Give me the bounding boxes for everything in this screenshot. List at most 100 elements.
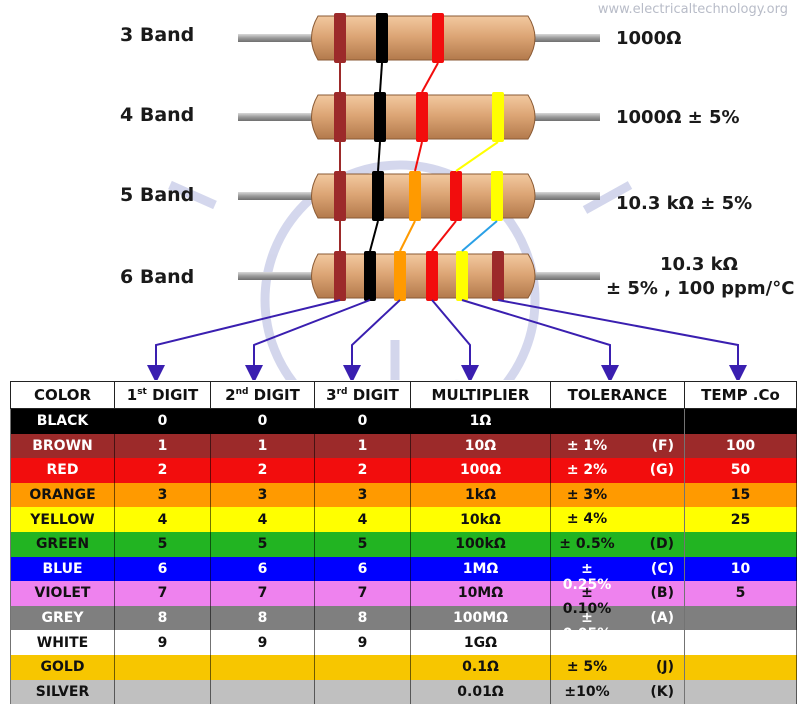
color-name-cell: GOLD	[10, 654, 115, 680]
multiplier-cell: 1Ω	[410, 408, 551, 434]
tolerance-letter-code: (B)	[650, 585, 674, 602]
digit3-cell: 0	[314, 408, 411, 434]
site-watermark: www.electricaltechnology.org	[597, 2, 788, 17]
multiplier-cell: 1MΩ	[410, 556, 551, 582]
resistor-illustration	[147, 13, 747, 380]
resistor-band-orange	[409, 171, 421, 221]
band-arrow	[497, 299, 747, 380]
band-connector-line	[369, 220, 379, 252]
value-label-3-band: 1000Ω	[616, 28, 682, 49]
tolerance-cell: ± 4%	[550, 507, 685, 532]
resistor-band-yellow	[456, 251, 468, 301]
digit2-cell: 6	[210, 556, 315, 582]
digit1-cell: 6	[114, 556, 211, 582]
temp-coefficient-cell: 5	[684, 581, 797, 606]
resistor-band-brown	[492, 251, 504, 301]
temp-coefficient-cell: 25	[684, 507, 797, 532]
tolerance-value: ± 0.5%	[559, 535, 615, 552]
resistor-band-yellow	[491, 171, 503, 221]
digit1-cell: 5	[114, 531, 211, 557]
color-name-cell: BLUE	[10, 556, 115, 582]
color-name-cell: VIOLET	[10, 581, 115, 606]
digit2-cell: 9	[210, 630, 315, 655]
tolerance-cell	[550, 630, 685, 655]
resistor-lead-right	[530, 272, 600, 280]
resistor-band-red	[432, 13, 444, 63]
multiplier-cell: 10kΩ	[410, 507, 551, 532]
band-label-6: 6 Band	[120, 266, 195, 288]
multiplier-cell: 0.01Ω	[410, 679, 551, 705]
temp-coefficient-cell	[684, 630, 797, 655]
tolerance-letter-code: (C)	[650, 560, 674, 577]
resistor-band-black	[364, 251, 376, 301]
band-connector-line	[399, 220, 416, 252]
resistor-band-brown	[334, 13, 346, 63]
table-row: BLUE 6 6 6 1MΩ ± 0.25% (C) 10	[10, 556, 797, 593]
band-connector-line	[431, 220, 457, 252]
digit3-cell: 2	[314, 458, 411, 483]
tolerance-cell: ± 0.5% (D)	[550, 531, 685, 557]
color-name-cell: YELLOW	[10, 507, 115, 532]
band-connector-line	[379, 62, 383, 93]
header-temp-coefficient: TEMP .Co	[684, 381, 797, 409]
table-row: RED 2 2 2 100Ω ± 2% (G) 50	[10, 458, 797, 483]
resistor-lead-left	[238, 113, 320, 121]
tolerance-letter-code: (D)	[649, 535, 674, 552]
band-connector-line	[421, 62, 439, 93]
header-tolerance: TOLERANCE	[550, 381, 685, 409]
tolerance-letter-code: (A)	[650, 609, 674, 626]
resistor-lead-left	[238, 272, 320, 280]
digit1-cell: 2	[114, 458, 211, 483]
digit3-cell: 9	[314, 630, 411, 655]
resistor-lead-right	[530, 113, 600, 121]
temp-coefficient-cell	[684, 605, 797, 631]
tolerance-value: ± 3%	[566, 486, 608, 503]
digit3-cell: 7	[314, 581, 411, 606]
resistor-band-orange	[394, 251, 406, 301]
digit1-cell: 1	[114, 433, 211, 459]
band-arrow	[461, 299, 619, 380]
table-row: WHITE 9 9 9 1GΩ	[10, 630, 797, 655]
digit3-cell	[314, 679, 411, 705]
temp-coefficient-cell: 10	[684, 556, 797, 582]
table-row: GREEN 5 5 5 100kΩ ± 0.5% (D)	[10, 531, 797, 557]
digit3-cell: 4	[314, 507, 411, 532]
table-row: GREY 8 8 8 100MΩ ± 0.05% (A)	[10, 605, 797, 642]
band-connector-line	[455, 141, 499, 172]
table-row: BROWN 1 1 1 10Ω ± 1% (F) 100	[10, 433, 797, 459]
tolerance-letter-code: (K)	[650, 683, 674, 700]
digit2-cell: 2	[210, 458, 315, 483]
band-connector-line	[461, 220, 498, 252]
multiplier-cell: 1GΩ	[410, 630, 551, 655]
color-name-cell: BLACK	[10, 408, 115, 434]
digit2-cell: 8	[210, 605, 315, 631]
digit1-cell: 4	[114, 507, 211, 532]
table-row: GOLD 0.1Ω ± 5% (J)	[10, 654, 797, 680]
tolerance-cell: ± 5% (J)	[550, 654, 685, 680]
table-row: SILVER 0.01Ω ±10% (K)	[10, 679, 797, 705]
color-code-table: COLOR 1st DIGIT 2nd DIGIT 3rd DIGIT MULT…	[10, 381, 797, 705]
temp-coefficient-cell: 15	[684, 482, 797, 508]
digit1-cell: 8	[114, 605, 211, 631]
temp-coefficient-cell	[684, 679, 797, 705]
digit2-cell: 3	[210, 482, 315, 508]
tolerance-value: ± 2%	[566, 462, 608, 479]
tolerance-letter-code: (J)	[655, 658, 674, 675]
tolerance-cell: ± 3%	[550, 482, 685, 508]
digit3-cell: 8	[314, 605, 411, 631]
tolerance-cell: ± 1% (F)	[550, 433, 685, 459]
resistor-band-black	[372, 171, 384, 221]
header-color: COLOR	[10, 381, 115, 409]
band-arrow	[343, 299, 401, 380]
tolerance-letter-code: (G)	[649, 462, 674, 479]
digit1-cell	[114, 654, 211, 680]
tolerance-cell: ± 0.10% (B)	[550, 581, 685, 617]
multiplier-cell: 100MΩ	[410, 605, 551, 631]
digit2-cell: 0	[210, 408, 315, 434]
digit2-cell: 1	[210, 433, 315, 459]
multiplier-cell: 10MΩ	[410, 581, 551, 606]
color-name-cell: SILVER	[10, 679, 115, 705]
tolerance-value: ± 5%	[566, 658, 608, 675]
digit3-cell: 3	[314, 482, 411, 508]
